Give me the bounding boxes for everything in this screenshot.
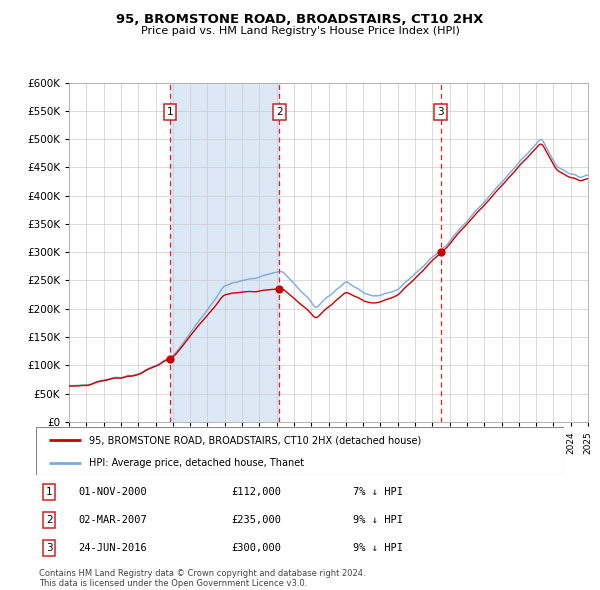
Text: 9% ↓ HPI: 9% ↓ HPI (353, 543, 403, 553)
Text: £112,000: £112,000 (232, 487, 281, 497)
Text: Contains HM Land Registry data © Crown copyright and database right 2024.
This d: Contains HM Land Registry data © Crown c… (39, 569, 365, 588)
Text: 3: 3 (437, 107, 444, 117)
Text: 3: 3 (46, 543, 53, 553)
Text: 02-MAR-2007: 02-MAR-2007 (78, 515, 147, 525)
Point (165, 354, 175, 363)
Text: 2: 2 (276, 107, 283, 117)
Text: 2: 2 (46, 515, 53, 525)
Bar (170, 83, 280, 422)
Point (436, 248, 445, 257)
Text: 1: 1 (46, 487, 53, 497)
Text: 95, BROMSTONE ROAD, BROADSTAIRS, CT10 2HX (detached house): 95, BROMSTONE ROAD, BROADSTAIRS, CT10 2H… (89, 435, 421, 445)
Text: £300,000: £300,000 (232, 543, 281, 553)
FancyBboxPatch shape (36, 427, 564, 475)
Text: Price paid vs. HM Land Registry's House Price Index (HPI): Price paid vs. HM Land Registry's House … (140, 26, 460, 36)
Text: 1: 1 (167, 107, 173, 117)
Point (275, 284, 284, 294)
Text: £235,000: £235,000 (232, 515, 281, 525)
Text: 9% ↓ HPI: 9% ↓ HPI (353, 515, 403, 525)
Text: HPI: Average price, detached house, Thanet: HPI: Average price, detached house, Than… (89, 458, 304, 468)
Text: 01-NOV-2000: 01-NOV-2000 (78, 487, 147, 497)
Text: 7% ↓ HPI: 7% ↓ HPI (353, 487, 403, 497)
Text: 24-JUN-2016: 24-JUN-2016 (78, 543, 147, 553)
Text: 95, BROMSTONE ROAD, BROADSTAIRS, CT10 2HX: 95, BROMSTONE ROAD, BROADSTAIRS, CT10 2H… (116, 13, 484, 26)
